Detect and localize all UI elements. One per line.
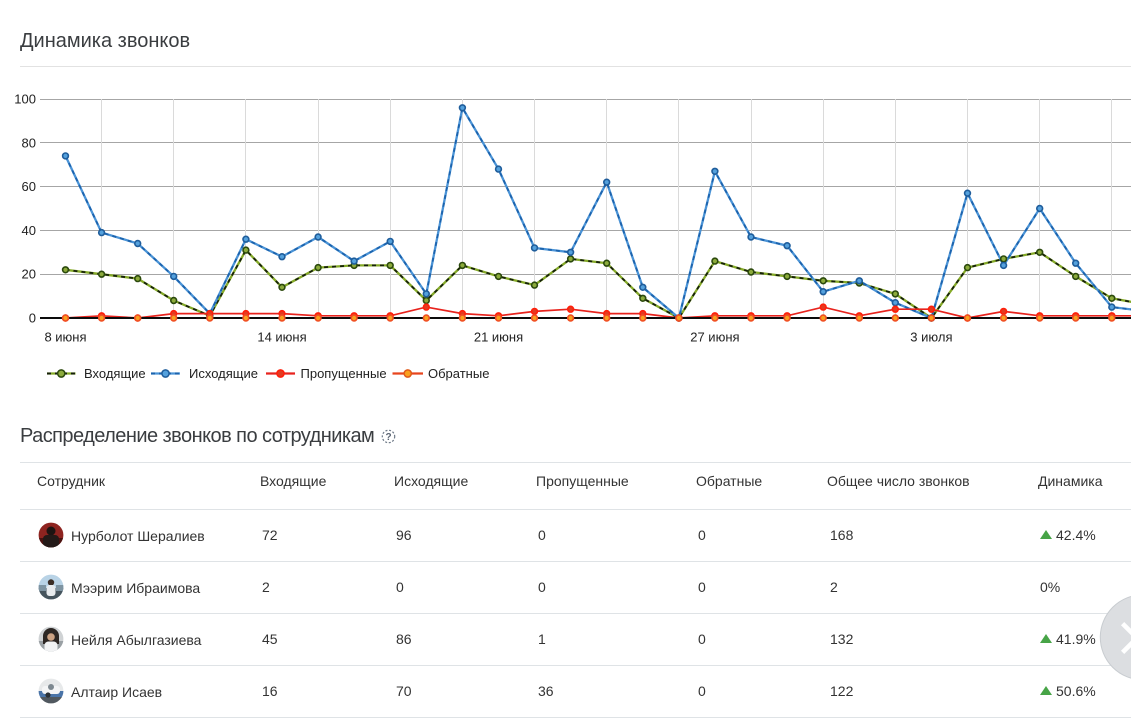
svg-text:Исходящие: Исходящие <box>189 366 258 381</box>
svg-text:20: 20 <box>22 267 36 282</box>
svg-text:27 июня: 27 июня <box>690 330 739 345</box>
svg-text:?: ? <box>385 432 391 443</box>
svg-text:Обратные: Обратные <box>428 366 489 381</box>
svg-text:8 июня: 8 июня <box>44 330 86 345</box>
svg-text:Входящие: Входящие <box>84 366 146 381</box>
svg-text:21 июня: 21 июня <box>474 330 523 345</box>
svg-text:3 июля: 3 июля <box>910 330 952 345</box>
svg-text:100: 100 <box>14 92 36 107</box>
svg-text:Пропущенные: Пропущенные <box>301 366 387 381</box>
svg-text:60: 60 <box>22 179 36 194</box>
svg-text:40: 40 <box>22 223 36 238</box>
svg-text:0: 0 <box>29 311 36 326</box>
svg-text:14 июня: 14 июня <box>257 330 306 345</box>
svg-text:80: 80 <box>22 135 36 150</box>
